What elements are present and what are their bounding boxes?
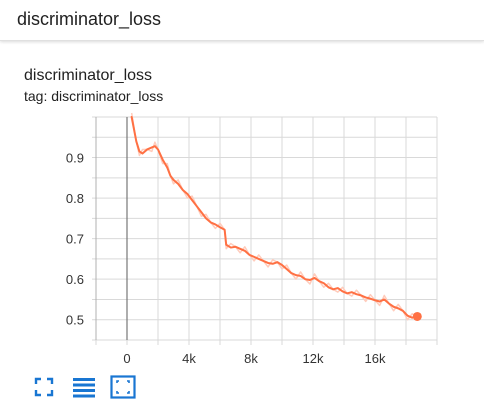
y-tick-label: 0.9	[66, 151, 84, 166]
header-bar: discriminator_loss	[0, 0, 484, 41]
y-tick-label: 0.5	[66, 313, 84, 328]
fullscreen-button[interactable]	[31, 374, 57, 400]
fullscreen-icon	[34, 377, 54, 397]
card-tag: tag: discriminator_loss	[24, 88, 164, 104]
card-title: discriminator_loss	[24, 67, 153, 84]
chart-series	[130, 116, 422, 321]
smoothed-series-line	[130, 116, 417, 319]
chart-tick-labels: 0 4k 8k 12k 16k 0.5 0.6 0.7 0.8 0.9	[66, 151, 386, 366]
x-tick-label: 16k	[365, 351, 386, 366]
fit-domain-button[interactable]	[110, 374, 136, 400]
x-tick-label: 0	[123, 351, 130, 366]
chart-axes	[95, 117, 128, 340]
x-tick-label: 12k	[303, 351, 324, 366]
data-table-icon	[73, 378, 95, 398]
x-tick-label: 8k	[244, 351, 258, 366]
header-title: discriminator_loss	[17, 9, 162, 29]
chart-raw-series	[130, 112, 416, 321]
chart[interactable]: 0 4k 8k 12k 16k 0.5 0.6 0.7 0.8 0.9	[0, 0, 484, 372]
last-point-marker	[412, 311, 422, 321]
y-tick-label: 0.7	[66, 232, 84, 247]
y-tick-label: 0.8	[66, 191, 84, 206]
x-tick-label: 4k	[182, 351, 196, 366]
y-tick-label: 0.6	[66, 272, 84, 287]
data-table-button[interactable]	[71, 374, 97, 400]
fit-domain-icon	[110, 375, 136, 399]
raw-series-line	[130, 112, 416, 321]
chart-grid	[92, 116, 438, 345]
